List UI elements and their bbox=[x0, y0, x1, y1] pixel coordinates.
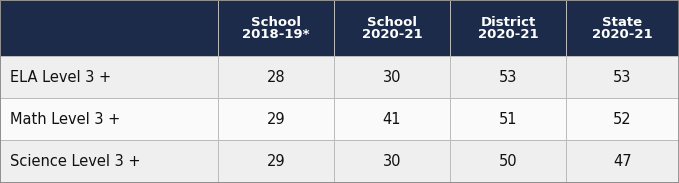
Text: 29: 29 bbox=[267, 154, 285, 169]
Text: 53: 53 bbox=[499, 70, 517, 85]
Bar bbox=[0, 56, 218, 98]
Bar bbox=[566, 98, 679, 140]
Text: School: School bbox=[251, 16, 301, 29]
Text: 2020-21: 2020-21 bbox=[362, 29, 422, 42]
Text: 53: 53 bbox=[613, 70, 631, 85]
Bar bbox=[450, 98, 566, 140]
Bar bbox=[0, 0, 218, 56]
Text: Math Level 3 +: Math Level 3 + bbox=[10, 111, 120, 126]
Text: 2020-21: 2020-21 bbox=[592, 29, 653, 42]
Bar bbox=[334, 0, 450, 56]
Text: State: State bbox=[602, 16, 642, 29]
Bar bbox=[218, 98, 334, 140]
Bar bbox=[334, 140, 450, 182]
Bar bbox=[218, 56, 334, 98]
Text: Science Level 3 +: Science Level 3 + bbox=[10, 154, 141, 169]
Bar bbox=[566, 140, 679, 182]
Text: 41: 41 bbox=[383, 111, 401, 126]
Text: School: School bbox=[367, 16, 417, 29]
Text: 52: 52 bbox=[613, 111, 632, 126]
Text: 28: 28 bbox=[267, 70, 285, 85]
Bar bbox=[450, 0, 566, 56]
Bar bbox=[566, 56, 679, 98]
Bar bbox=[218, 140, 334, 182]
Text: 2018-19*: 2018-19* bbox=[242, 29, 310, 42]
Bar bbox=[566, 0, 679, 56]
Text: 2020-21: 2020-21 bbox=[478, 29, 538, 42]
Bar bbox=[450, 140, 566, 182]
Text: 47: 47 bbox=[613, 154, 632, 169]
Text: 30: 30 bbox=[383, 154, 401, 169]
Bar bbox=[0, 98, 218, 140]
Bar bbox=[334, 56, 450, 98]
Text: 51: 51 bbox=[499, 111, 517, 126]
Text: District: District bbox=[480, 16, 536, 29]
Bar bbox=[0, 140, 218, 182]
Text: ELA Level 3 +: ELA Level 3 + bbox=[10, 70, 111, 85]
Text: 50: 50 bbox=[498, 154, 517, 169]
Bar bbox=[334, 98, 450, 140]
Bar bbox=[450, 56, 566, 98]
Text: 30: 30 bbox=[383, 70, 401, 85]
Bar bbox=[218, 0, 334, 56]
Text: 29: 29 bbox=[267, 111, 285, 126]
